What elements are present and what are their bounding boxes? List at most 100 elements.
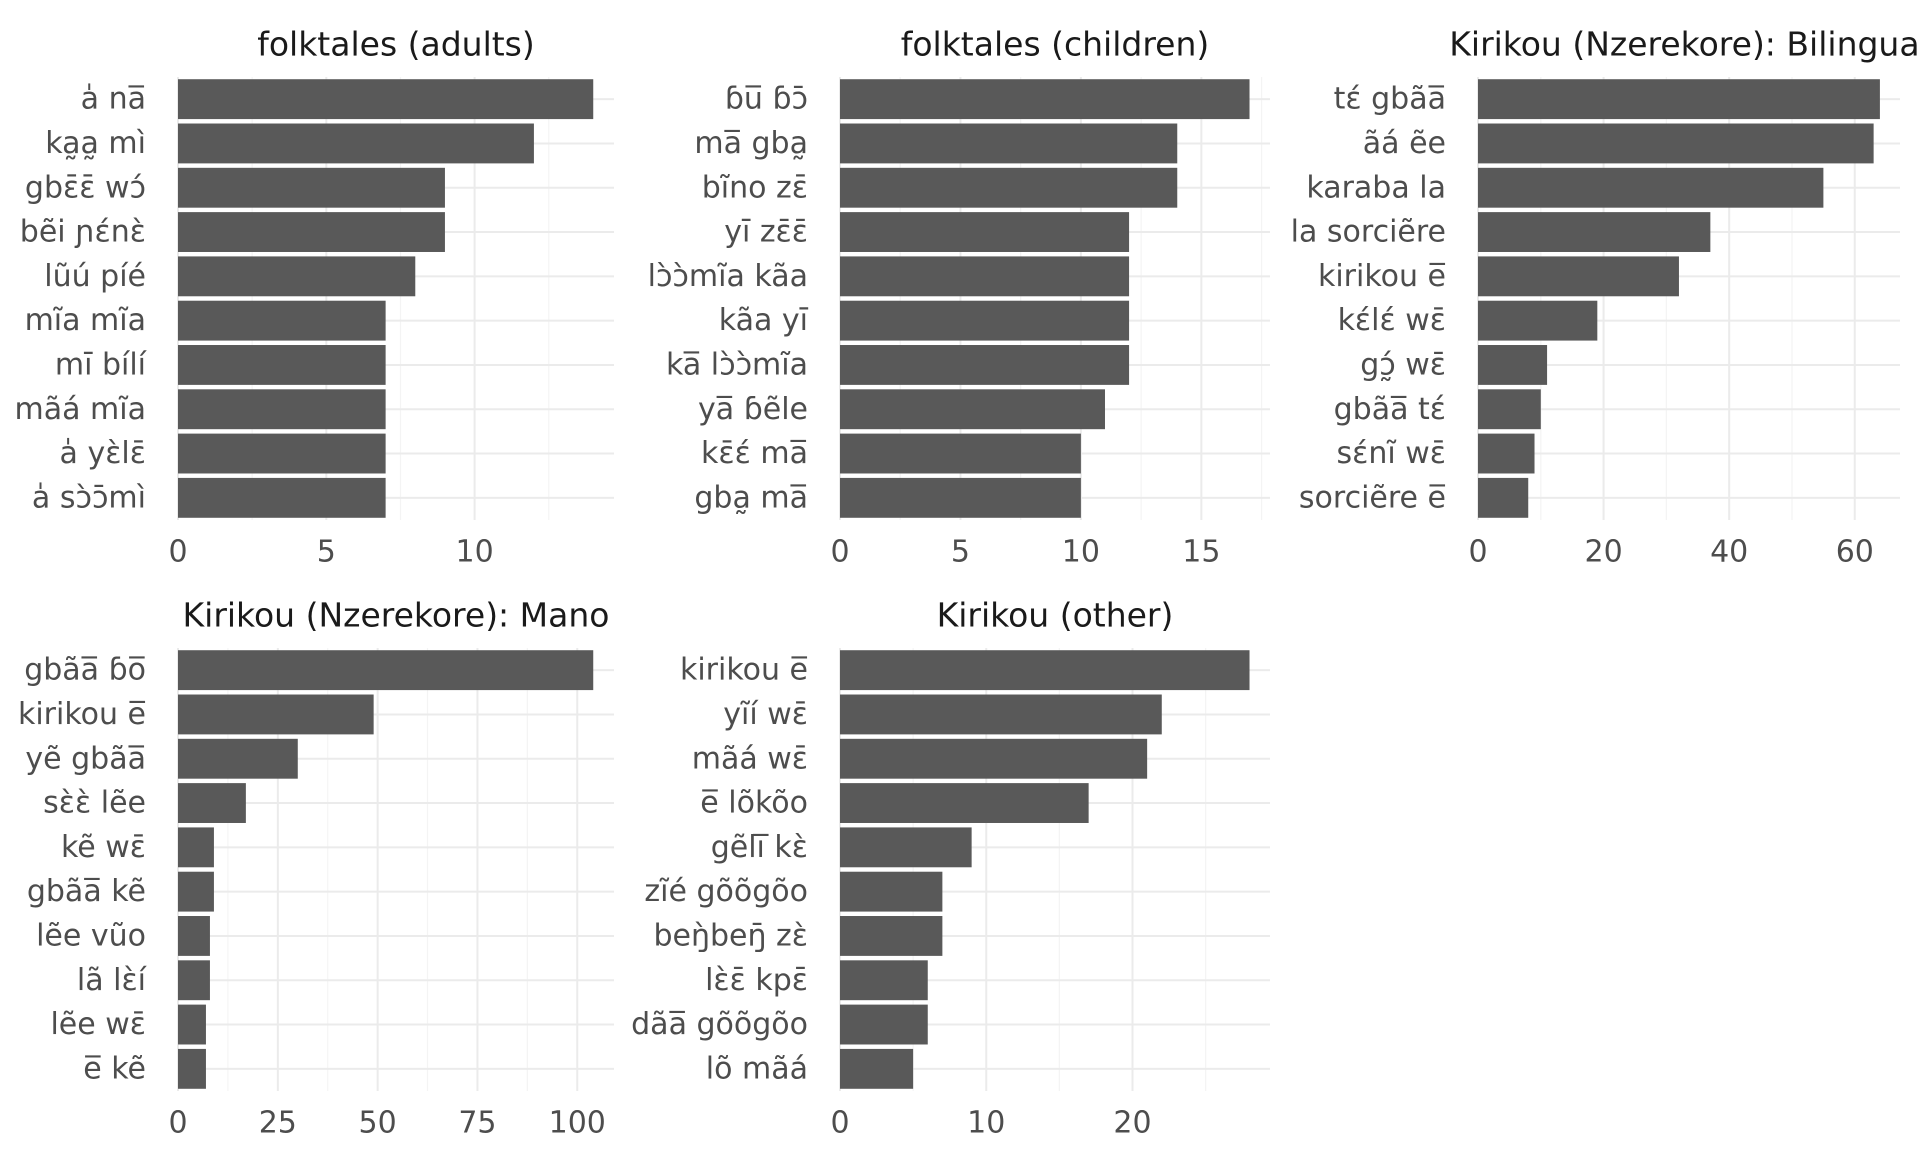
- bar: [178, 960, 210, 1001]
- category-label: da͂a̅ go͂o͂go͂o: [631, 1007, 808, 1042]
- category-label: karaba la: [1306, 170, 1446, 205]
- category-label: yī zɛ̄ɛ̄: [724, 215, 808, 250]
- x-tick-label: 10: [1062, 535, 1100, 570]
- bar: [1478, 300, 1598, 341]
- panel-1: a̍ na̅ ka̰a̰ mì gbɛ̄ɛ̄ wɔ́ be͂i ɲɛ́nɛ̀ lu͂ú …: [15, 25, 614, 570]
- panel-title: folktales (children): [901, 25, 1210, 64]
- bar: [178, 916, 210, 956]
- bar: [178, 871, 214, 912]
- bar: [840, 827, 972, 868]
- category-label: sorcie͂re e̅: [1299, 480, 1446, 515]
- bar: [178, 827, 214, 868]
- bar: [178, 1048, 206, 1089]
- category-label: ka͂a yī: [719, 303, 809, 338]
- x-tick-label: 0: [168, 1106, 187, 1141]
- category-label: ɓu̅ ɓɔ̄: [725, 82, 808, 117]
- bar: [1478, 256, 1679, 297]
- bar: [840, 960, 928, 1001]
- bar: [840, 1048, 914, 1089]
- bar: [840, 871, 943, 912]
- x-tick-label: 0: [168, 535, 187, 570]
- panel-title: Kirikou (Nzerekore): Bilingual: [1449, 25, 1920, 64]
- bar: [1478, 167, 1824, 208]
- category-label: a͂á e͂e: [1363, 126, 1446, 161]
- bar: [840, 389, 1105, 430]
- x-tick-label: 10: [456, 535, 494, 570]
- bar: [840, 1004, 928, 1045]
- category-label: e̅ ke͂: [83, 1051, 146, 1086]
- bar: [840, 123, 1178, 164]
- category-label: ka̅ lɔ̀ɔ̀mi͂a: [666, 347, 808, 382]
- bar: [178, 783, 246, 823]
- panel-5: kirikou e̅ yi͂í wɛ̄ ma͂á wɛ̄ e̅ lo͂ko͂o ge͂l…: [631, 596, 1270, 1141]
- bar: [1478, 389, 1541, 430]
- x-tick-label: 100: [549, 1106, 606, 1141]
- category-label: la͂ lɛ̀í: [77, 963, 148, 998]
- bar: [178, 256, 416, 297]
- bar: [1478, 433, 1535, 474]
- x-tick-label: 5: [317, 535, 336, 570]
- bar: [840, 212, 1130, 252]
- panel-4: gba͂a̅ ɓo̅ kirikou e̅ ye͂ gba͂a̅ sɛ̀ɛ̀ le͂e…: [18, 596, 614, 1141]
- x-tick-label: 20: [1113, 1106, 1151, 1141]
- x-tick-label: 5: [951, 535, 970, 570]
- bar: [1478, 345, 1548, 385]
- category-label: lɛ̀ɛ̄ kpɛ̄: [705, 963, 808, 998]
- category-label: be͂i ɲɛ́nɛ̀: [20, 215, 146, 250]
- bar: [178, 345, 386, 385]
- bar: [840, 477, 1081, 518]
- category-label: gba̰ ma̅: [694, 480, 808, 515]
- category-label: sɛ́ni͂ wɛ̄: [1337, 436, 1446, 471]
- panel-title: Kirikou (other): [937, 596, 1174, 635]
- category-label: kirikou e̅: [1318, 259, 1446, 294]
- panel-2: ɓu̅ ɓɔ̄ ma̅ gba̰ bi͂no zɛ̄ yī zɛ̄ɛ̄ lɔ̀ɔ̀mi͂…: [648, 25, 1270, 570]
- x-tick-label: 75: [458, 1106, 496, 1141]
- category-label: ma͂á mi͂a: [15, 392, 146, 427]
- category-label: beŋ̀beŋ̄ zɛ̀: [653, 918, 808, 953]
- category-label: gbɛ̄ɛ̄ wɔ́: [25, 170, 146, 205]
- bar: [178, 79, 594, 120]
- category-label: lo͂ ma͂á: [706, 1051, 808, 1086]
- bar: [1478, 123, 1874, 164]
- bar: [840, 650, 1250, 691]
- category-label: kirikou e̅: [18, 697, 146, 732]
- x-tick-label: 60: [1836, 535, 1874, 570]
- bar: [178, 738, 298, 779]
- panel-title: folktales (adults): [257, 25, 535, 64]
- x-tick-label: 50: [359, 1106, 397, 1141]
- bar: [178, 433, 386, 474]
- x-tick-label: 40: [1710, 535, 1748, 570]
- bar: [1478, 477, 1529, 518]
- category-label: sɛ̀ɛ̀ le͂e: [43, 786, 146, 821]
- x-tick-label: 25: [259, 1106, 297, 1141]
- category-label: ye͂ gba͂a̅: [25, 741, 146, 776]
- category-label: le͂e wɛ̄: [50, 1007, 146, 1042]
- category-label: kɛ̄ɛ́ ma̅: [701, 436, 808, 471]
- category-label: mi͂a mi͂a: [25, 303, 146, 338]
- category-label: lu͂ú píé: [44, 259, 146, 294]
- x-tick-label: 15: [1182, 535, 1220, 570]
- bar: [178, 1004, 206, 1045]
- bar: [840, 256, 1130, 297]
- panel-3: tɛ́ gba͂a̅ a͂á e͂e karaba la la sorcie͂re ki…: [1291, 25, 1920, 570]
- category-label: a̍ yɛ̀lɛ̄: [60, 436, 146, 471]
- category-label: yi͂í wɛ̄: [723, 697, 808, 732]
- category-label: ya̅ ɓe͂le: [698, 392, 808, 427]
- x-tick-label: 0: [830, 1106, 849, 1141]
- category-label: mī bílí: [55, 347, 148, 382]
- category-label: bi͂no zɛ̄: [702, 170, 808, 205]
- category-label: kɛ́lɛ́ wɛ̄: [1338, 303, 1446, 338]
- bar: [178, 694, 374, 735]
- category-label: ma͂á wɛ̄: [692, 741, 808, 776]
- x-tick-label: 0: [1468, 535, 1487, 570]
- category-label: gba͂a̅ tɛ́: [1334, 392, 1446, 427]
- category-label: gba͂a̅ ke͂: [27, 874, 146, 909]
- bar: [178, 123, 534, 164]
- bar: [178, 212, 445, 252]
- category-label: ge͂li̅ kɛ̀: [711, 830, 808, 865]
- bar: [1478, 79, 1880, 120]
- category-label: lɔ̀ɔ̀mi͂a ka͂a: [648, 259, 808, 294]
- bar: [178, 389, 386, 430]
- category-label: ma̅ gba̰: [694, 126, 808, 161]
